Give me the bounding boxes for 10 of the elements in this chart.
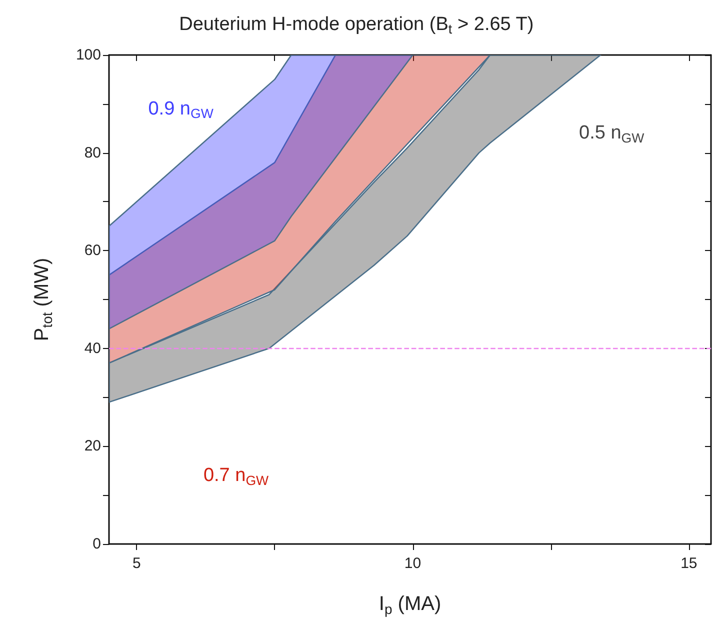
x-tick-label: 5 [132,555,141,572]
x-tick-label: 10 [404,555,422,572]
y-tick-label: 0 [92,536,101,552]
x-tick-label: 15 [680,555,698,572]
y-tick-label: 40 [84,340,101,357]
y-tick-label: 80 [84,144,101,162]
y-tick-label: 100 [76,46,101,64]
y-axis-title: Ptot (MW) [31,258,55,342]
y-tick-label: 20 [84,438,101,455]
y-tick-label: 60 [84,242,101,260]
